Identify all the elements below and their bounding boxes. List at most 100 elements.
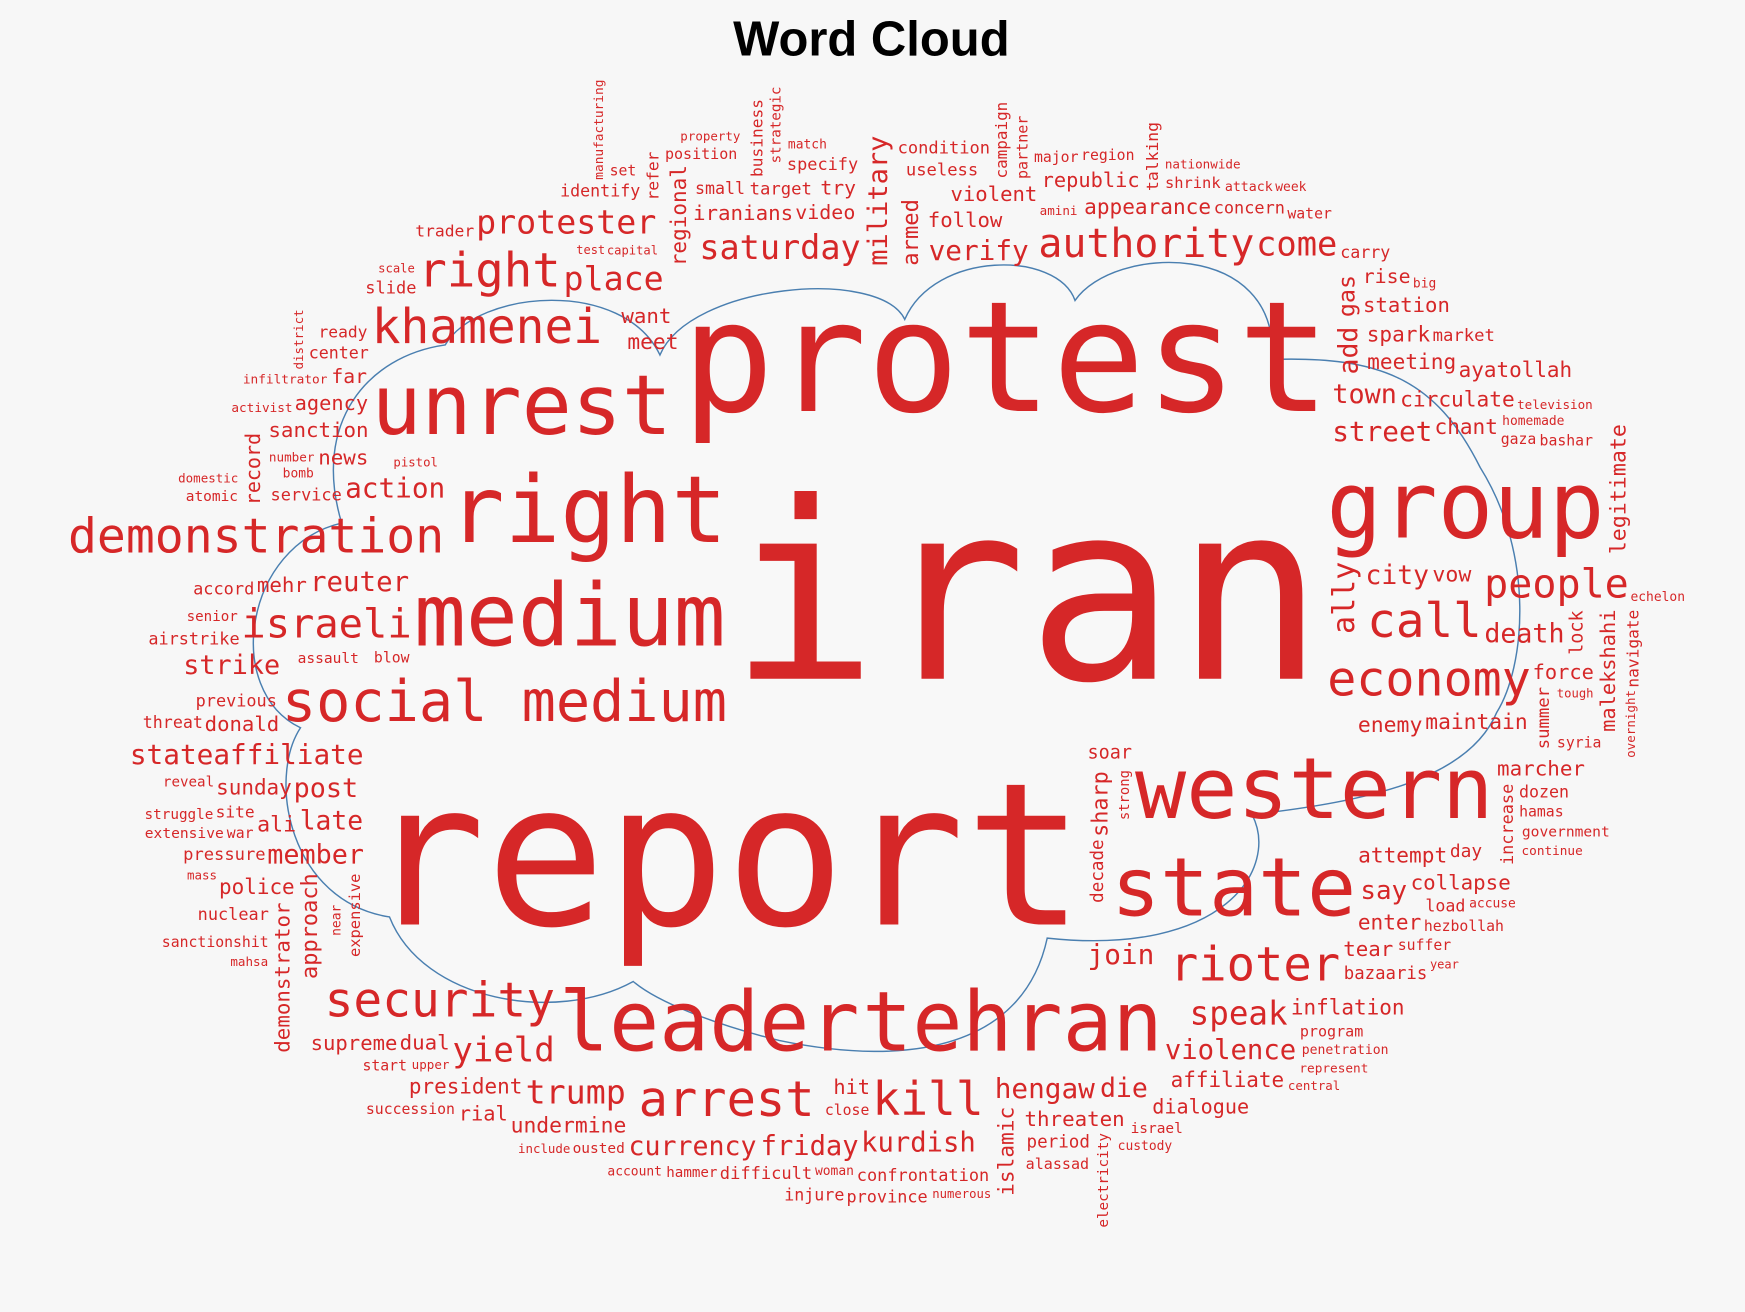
word-infiltrator: infiltrator (243, 373, 328, 388)
word-social-medium: social medium (282, 669, 727, 735)
word-difficult: difficult (720, 1164, 812, 1184)
word-republic: republic (1042, 168, 1140, 192)
word-tehran: tehran (862, 973, 1162, 1070)
word-inflation: inflation (1291, 995, 1405, 1019)
word-hezbollah: hezbollah (1424, 918, 1504, 935)
word-speak: speak (1190, 994, 1288, 1032)
word-violence: violence (1165, 1035, 1296, 1066)
word-specify: specify (787, 154, 858, 174)
word-activist: activist (231, 400, 292, 415)
word-bomb: bomb (283, 466, 314, 481)
word-test: test (576, 243, 605, 257)
word-bazaaris: bazaaris (1344, 964, 1427, 984)
word-homemade: homemade (1502, 414, 1564, 429)
word-vow: vow (1432, 562, 1471, 587)
word-partner: partner (1014, 116, 1032, 179)
word-amini: amini (1040, 203, 1078, 218)
word-iranians: iranians (693, 201, 793, 225)
word-appearance: appearance (1084, 194, 1211, 219)
word-iran: iran (729, 450, 1324, 738)
word-reuter: reuter (310, 567, 409, 598)
word-woman: woman (815, 1164, 854, 1179)
word-kurdish: kurdish (861, 1128, 976, 1159)
word-strategic: strategic (768, 87, 784, 164)
word-meet: meet (627, 330, 678, 355)
word-sharp: sharp (1089, 771, 1114, 837)
word-tough: tough (1557, 687, 1594, 701)
word-talking: talking (1143, 122, 1162, 191)
word-regional: regional (666, 165, 691, 266)
word-action: action (345, 471, 445, 504)
word-death: death (1484, 618, 1564, 649)
word-authority: authority (1038, 221, 1254, 267)
word-account: account (607, 1164, 662, 1179)
word-blow: blow (374, 649, 410, 666)
word-right: right (449, 456, 727, 564)
word-military: military (863, 136, 894, 266)
word-numerous: numerous (932, 1187, 991, 1201)
word-nuclear: nuclear (198, 904, 269, 924)
word-dual: dual (400, 1031, 450, 1055)
word-start: start (362, 1058, 407, 1075)
word-small: small (695, 179, 745, 198)
word-ally: ally (1327, 562, 1362, 634)
word-news: news (318, 445, 368, 469)
word-add: add (1333, 327, 1364, 375)
word-khamenei: khamenei (372, 300, 602, 355)
word-dozen: dozen (1519, 782, 1569, 801)
word-extensive: extensive (145, 825, 224, 842)
word-business: business (747, 99, 766, 177)
word-water: water (1287, 205, 1332, 222)
word-load: load (1425, 897, 1465, 916)
word-threaten: threaten (1025, 1107, 1125, 1131)
word-late: late (300, 807, 363, 837)
word-penetration: penetration (1302, 1043, 1389, 1058)
word-succession: succession (366, 1101, 455, 1118)
word-custody: custody (1118, 1139, 1173, 1154)
word-sanction: sanction (268, 418, 368, 442)
word-overnight: overnight (1623, 690, 1638, 758)
word-ayatollah: ayatollah (1459, 358, 1573, 382)
word-service: service (271, 485, 342, 505)
word-nationwide: nationwide (1165, 156, 1241, 171)
word-strike: strike (183, 650, 280, 681)
word-legitimate: legitimate (1607, 424, 1632, 554)
word-enter: enter (1358, 909, 1421, 934)
word-come: come (1256, 225, 1337, 264)
word-accuse: accuse (1469, 897, 1516, 912)
word-state: state (1111, 841, 1356, 936)
word-affiliate: affiliate (1171, 1068, 1285, 1092)
word-confrontation: confrontation (857, 1165, 989, 1185)
word-malekshahi: malekshahi (1596, 609, 1620, 731)
word-violent: violent (951, 182, 1038, 206)
word-rioter: rioter (1170, 938, 1340, 993)
word-sanctionshit: sanctionshit (162, 934, 269, 951)
word-supreme: supreme (311, 1031, 398, 1055)
word-marcher: marcher (1497, 757, 1585, 781)
word-central: central (1288, 1078, 1340, 1093)
word-leader: leader (559, 973, 859, 1070)
word-saturday: saturday (699, 228, 860, 267)
word-concern: concern (1214, 197, 1285, 217)
word-major: major (1034, 149, 1079, 166)
word-suffer: suffer (1398, 937, 1452, 954)
word-soar: soar (1088, 742, 1133, 763)
word-donald: donald (205, 712, 280, 736)
word-war: war (227, 825, 254, 842)
word-currency: currency (629, 1131, 757, 1162)
word-year: year (1430, 957, 1459, 971)
word-demonstration: demonstration (68, 508, 444, 564)
word-try: try (820, 176, 856, 199)
word-include: include (518, 1141, 570, 1156)
word-street: street (1332, 415, 1432, 448)
word-unrest: unrest (371, 357, 671, 454)
word-police: police (219, 875, 295, 899)
word-ousted: ousted (573, 1141, 625, 1157)
word-want: want (621, 304, 671, 328)
word-pressure: pressure (183, 845, 265, 865)
word-electricity: electricity (1096, 1133, 1112, 1228)
word-hamas: hamas (1519, 804, 1564, 821)
word-dialogue: dialogue (1152, 1095, 1249, 1119)
word-force: force (1533, 660, 1594, 684)
